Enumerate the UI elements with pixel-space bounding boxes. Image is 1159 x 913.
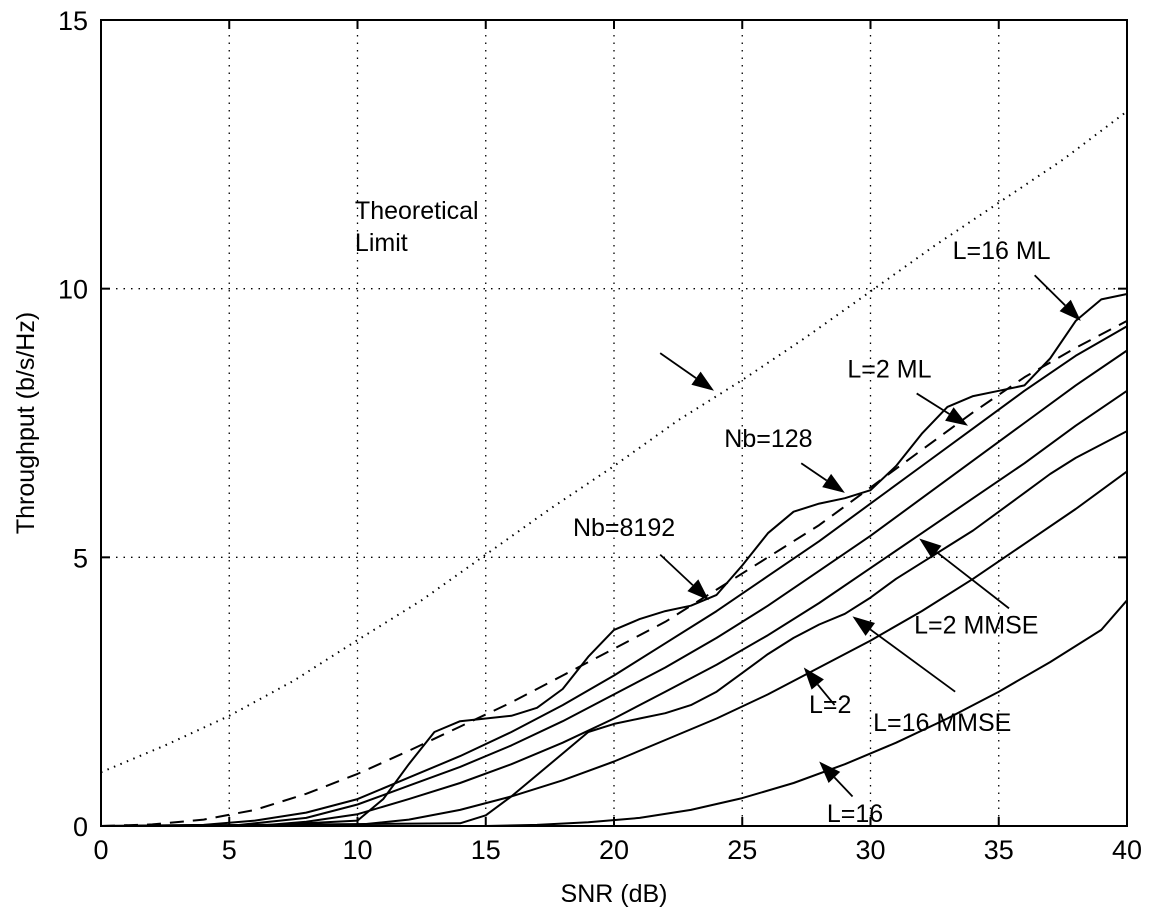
x-tick-label-20: 20 xyxy=(599,835,629,865)
annotation-label-l-16: L=16 xyxy=(827,800,883,828)
arrow-shaft-nb-128 xyxy=(801,463,826,480)
annotation-label-l-2-mmse: L=2 MMSE xyxy=(914,612,1038,640)
annotation-label-l-2: L=2 xyxy=(809,691,851,719)
annotation-label-theoretical-limit-line-1: Theoretical xyxy=(355,197,479,225)
x-tick-label-40: 40 xyxy=(1112,835,1142,865)
x-tick-label-30: 30 xyxy=(855,835,885,865)
annotation-label-theoretical-limit-line-2: Limit xyxy=(355,229,408,257)
series-line-nb-8192 xyxy=(101,351,1127,827)
arrow-shaft-l-2-ml xyxy=(917,393,950,414)
x-tick-label-15: 15 xyxy=(471,835,501,865)
arrow-shaft-nb-8192 xyxy=(660,555,693,586)
annotation-label-l-2-ml: L=2 ML xyxy=(847,355,931,383)
annotation-label-nb-8192: Nb=8192 xyxy=(573,514,675,542)
y-tick-label-15: 15 xyxy=(58,6,88,36)
arrow-head-l-2-mmse xyxy=(919,539,941,559)
annotation-labels: Theoretical Limit L=16 ML L=2 ML Nb=128 Nb=81… xyxy=(355,197,1051,828)
arrow-shaft-l-16 xyxy=(834,777,852,796)
annotation-label-l-16-ml: L=16 ML xyxy=(953,237,1051,265)
y-tick-label-5: 5 xyxy=(73,543,88,573)
annotation-label-nb-128: Nb=128 xyxy=(724,425,812,453)
arrow-head-l-2-ml xyxy=(945,407,968,426)
y-tick-label-10: 10 xyxy=(58,275,88,305)
x-axis-label: SNR (dB) xyxy=(561,880,668,908)
arrow-head-theoretical-limit xyxy=(691,372,714,391)
x-tick-label-5: 5 xyxy=(222,835,237,865)
arrow-shaft-l-16-ml xyxy=(1035,275,1066,305)
annotation-label-l-16-mmse: L=16 MMSE xyxy=(873,709,1011,737)
y-axis-label: Throughput (b/s/Hz) xyxy=(12,312,40,534)
x-tick-label-25: 25 xyxy=(727,835,757,865)
x-tick-label-0: 0 xyxy=(93,835,108,865)
x-tick-label-35: 35 xyxy=(984,835,1014,865)
x-tick-label-10: 10 xyxy=(342,835,372,865)
arrow-shaft-theoretical-limit xyxy=(660,353,696,378)
arrow-head-l-16-mmse xyxy=(853,616,876,636)
y-tick-label-0: 0 xyxy=(73,812,88,842)
arrow-head-nb-128 xyxy=(822,474,845,493)
